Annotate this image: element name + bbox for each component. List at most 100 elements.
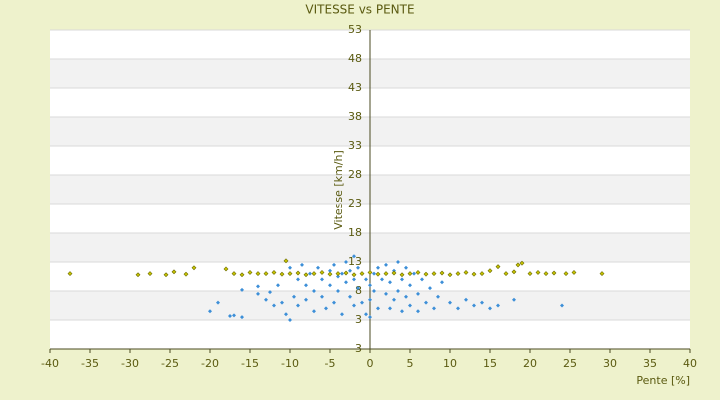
point xyxy=(384,262,388,267)
point xyxy=(408,303,412,308)
x-tick-label: -20 xyxy=(201,357,219,370)
point xyxy=(223,266,229,272)
point xyxy=(380,277,384,282)
x-tick-label: 30 xyxy=(603,357,617,370)
point xyxy=(392,297,396,302)
point xyxy=(400,277,404,282)
point xyxy=(396,289,400,293)
point xyxy=(304,297,308,302)
x-tick-label: -30 xyxy=(121,357,139,370)
point xyxy=(360,300,364,305)
point xyxy=(135,272,141,278)
point xyxy=(276,283,280,288)
point xyxy=(344,280,348,285)
point xyxy=(284,312,288,317)
point xyxy=(268,290,272,295)
y-axis-label: Vitesse [km/h] xyxy=(332,150,345,230)
point xyxy=(256,284,260,289)
point xyxy=(368,315,372,320)
point xyxy=(447,272,453,278)
point xyxy=(496,303,500,308)
point xyxy=(495,264,501,270)
point xyxy=(191,265,197,271)
point xyxy=(512,297,516,302)
y-tick-label: 13 xyxy=(348,255,362,268)
x-tick-label: -5 xyxy=(325,357,336,370)
point xyxy=(343,270,349,276)
point xyxy=(304,283,308,288)
point xyxy=(412,271,416,276)
point xyxy=(311,271,317,277)
point xyxy=(384,291,388,296)
x-tick-label: 15 xyxy=(483,357,497,370)
point xyxy=(335,271,341,277)
point xyxy=(420,277,424,282)
point xyxy=(448,300,452,305)
point xyxy=(404,294,408,299)
point xyxy=(423,271,429,277)
point xyxy=(503,271,509,277)
x-tick-label: 0 xyxy=(367,357,374,370)
point xyxy=(256,291,260,296)
x-tick-label: 20 xyxy=(523,357,537,370)
point xyxy=(303,272,309,278)
point xyxy=(356,286,360,291)
point xyxy=(408,283,412,288)
x-tick-label: -35 xyxy=(81,357,99,370)
point xyxy=(336,274,340,279)
point xyxy=(231,271,237,277)
point xyxy=(288,265,292,270)
point xyxy=(515,262,521,268)
point xyxy=(415,270,421,275)
x-tick-label: -15 xyxy=(241,357,259,370)
point xyxy=(328,283,332,288)
point xyxy=(432,306,436,311)
point xyxy=(527,271,533,277)
point xyxy=(551,270,557,276)
point xyxy=(239,272,245,278)
point xyxy=(316,265,320,270)
point xyxy=(171,269,177,275)
x-tick-label: -40 xyxy=(41,357,59,370)
point xyxy=(455,271,461,277)
point xyxy=(324,306,328,311)
point xyxy=(352,303,356,308)
point xyxy=(336,289,340,293)
point xyxy=(352,254,356,259)
y-tick-label: 28 xyxy=(348,168,362,181)
point xyxy=(424,300,428,305)
point xyxy=(312,309,316,314)
point xyxy=(364,277,368,282)
point xyxy=(280,300,284,305)
point xyxy=(396,260,400,264)
y-tick-label: 43 xyxy=(348,81,362,94)
point xyxy=(308,271,312,276)
point xyxy=(328,268,332,273)
point xyxy=(247,270,253,275)
point xyxy=(255,271,261,277)
point xyxy=(439,270,445,276)
point xyxy=(519,260,525,266)
point xyxy=(356,265,360,270)
point xyxy=(391,270,397,276)
point xyxy=(287,271,293,277)
point xyxy=(404,265,408,270)
point xyxy=(388,306,392,311)
point xyxy=(340,271,344,276)
point xyxy=(511,269,517,275)
point xyxy=(488,306,492,311)
x-tick-label: 35 xyxy=(643,357,657,370)
point xyxy=(436,294,440,299)
point xyxy=(272,303,276,308)
point xyxy=(416,309,420,314)
point xyxy=(428,286,432,291)
point xyxy=(228,313,232,318)
point xyxy=(183,271,189,277)
point xyxy=(295,270,301,276)
point xyxy=(376,265,380,270)
point xyxy=(352,277,356,282)
x-tick-label: -10 xyxy=(281,357,299,370)
point xyxy=(367,270,373,275)
point xyxy=(312,289,316,293)
